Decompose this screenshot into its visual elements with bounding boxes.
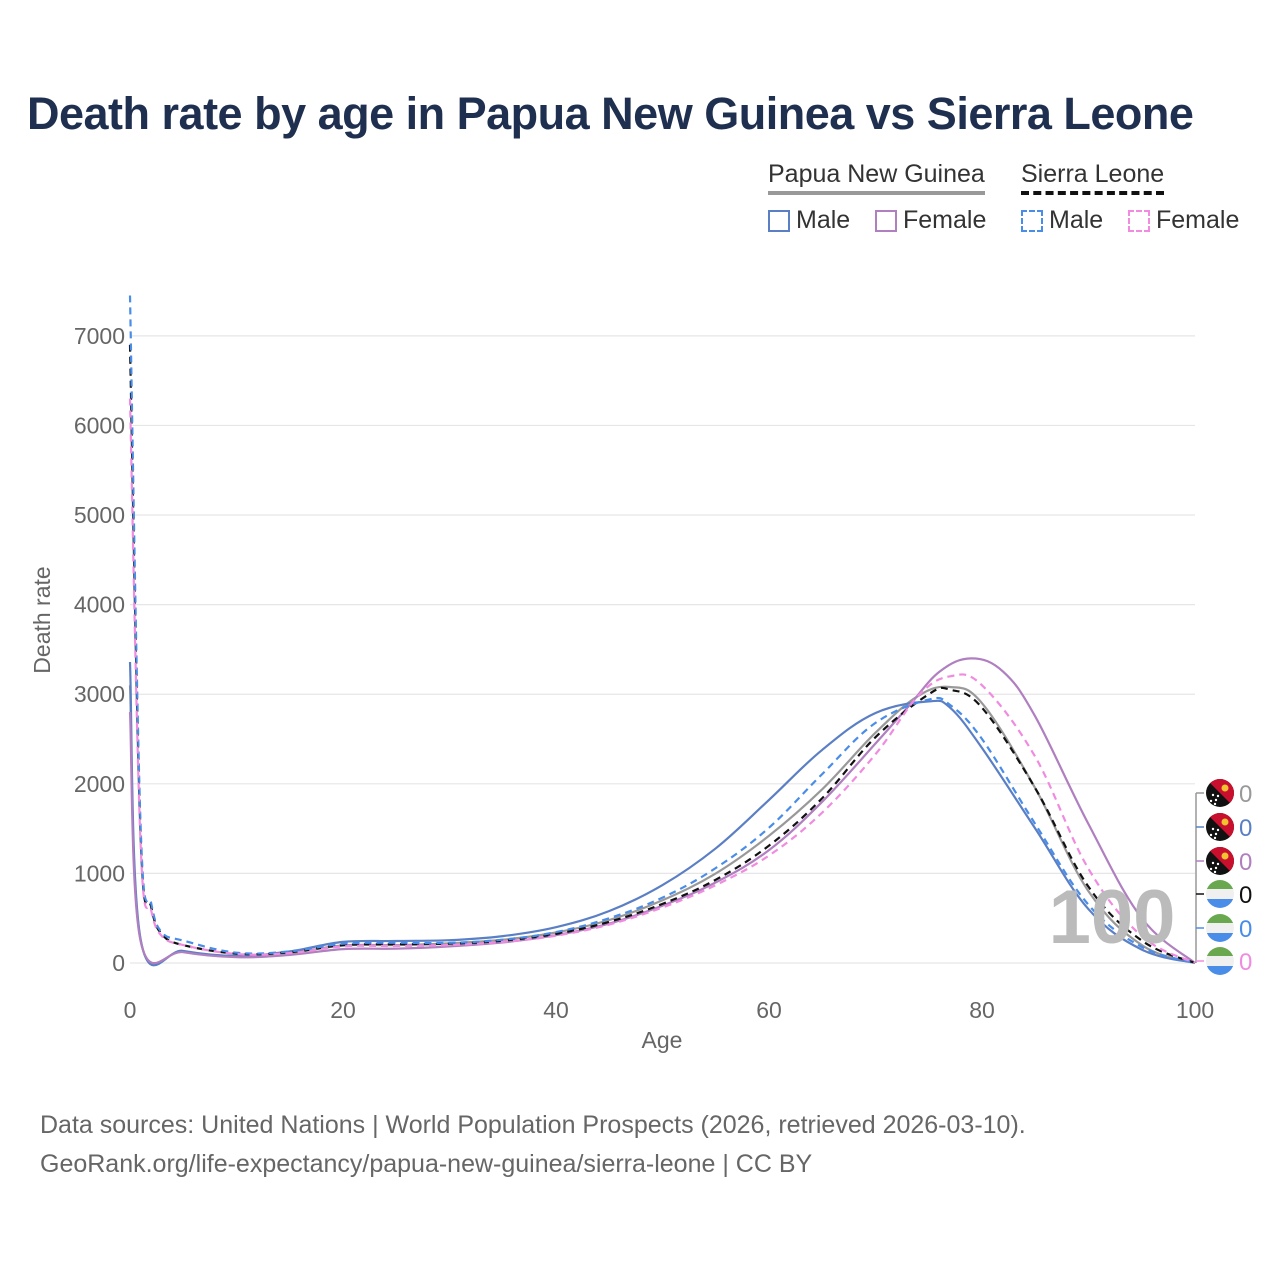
x-tick-label: 100 <box>1176 997 1214 1023</box>
chart-title: Death rate by age in Papua New Guinea vs… <box>27 88 1194 139</box>
legend-swatch <box>768 209 790 232</box>
y-tick-label: 6000 <box>74 412 125 438</box>
end-value-label: 0 <box>1239 916 1252 943</box>
y-tick-label: 3000 <box>74 681 125 707</box>
papua-new-guinea-flag-icon <box>1206 779 1234 807</box>
legend-label: Female <box>903 206 987 234</box>
legend-item-png-female[interactable]: Female <box>875 206 986 235</box>
end-value-label: 0 <box>1239 815 1252 842</box>
papua-new-guinea-flag-icon <box>1206 813 1234 841</box>
end-markers: 0 0 0 0 0 0 <box>1195 779 1252 976</box>
sierra-leone-flag-icon <box>1206 914 1234 942</box>
y-axis-ticks: 0 1000 2000 3000 4000 5000 6000 7000 <box>74 323 125 976</box>
footer: Data sources: United Nations | World Pop… <box>40 1106 1026 1184</box>
x-tick-label: 40 <box>543 997 569 1023</box>
legend-group-sierra-leone[interactable]: Sierra Leone <box>1021 160 1165 195</box>
sierra-leone-flag-icon <box>1206 947 1234 975</box>
x-tick-label: 20 <box>330 997 356 1023</box>
x-tick-label: 0 <box>124 997 137 1023</box>
end-value-label: 0 <box>1239 949 1252 976</box>
y-axis-label: Death rate <box>29 566 55 673</box>
series-line-papua-new-guinea-total[interactable] <box>128 685 1196 966</box>
y-tick-label: 2000 <box>74 771 125 797</box>
legend-item-sle-male[interactable]: Male <box>1021 206 1103 235</box>
series-line-papua-new-guinea-male[interactable] <box>128 661 1196 967</box>
y-tick-label: 7000 <box>74 323 125 349</box>
x-axis-ticks: 0 20 40 60 80 100 <box>124 997 1215 1023</box>
series-line-papua-new-guinea-female[interactable] <box>128 657 1196 965</box>
data-sources: Data sources: United Nations | World Pop… <box>40 1111 1026 1139</box>
x-tick-label: 60 <box>756 997 782 1023</box>
source-link[interactable]: GeoRank.org/life-expectancy/papua-new-gu… <box>40 1150 813 1178</box>
series-line-sierra-leone-female[interactable] <box>128 398 1196 964</box>
legend-group-papua-new-guinea[interactable]: Papua New Guinea <box>768 160 985 195</box>
legend-swatch <box>1021 209 1043 232</box>
end-value-label: 0 <box>1239 781 1252 808</box>
y-tick-label: 5000 <box>74 502 125 528</box>
series-line-sierra-leone-male[interactable] <box>128 295 1196 965</box>
legend-swatch <box>1128 209 1150 232</box>
legend-label: Male <box>796 206 851 234</box>
papua-new-guinea-flag-icon <box>1206 847 1234 875</box>
legend-label: Female <box>1156 206 1240 234</box>
y-tick-label: 1000 <box>74 860 125 886</box>
legend-item-png-male[interactable]: Male <box>768 206 850 235</box>
year-slider-value: 100 <box>1049 875 1176 960</box>
legend-swatch <box>875 209 897 232</box>
y-tick-label: 0 <box>112 950 125 976</box>
x-tick-label: 80 <box>969 997 995 1023</box>
gridlines <box>130 335 1195 964</box>
sierra-leone-flag-icon <box>1206 880 1234 908</box>
legend-label: Male <box>1049 206 1104 234</box>
y-tick-label: 4000 <box>74 592 125 618</box>
x-axis-label: Age <box>642 1027 683 1053</box>
series-lines <box>128 295 1196 967</box>
end-value-label: 0 <box>1239 849 1252 876</box>
legend-item-sle-female[interactable]: Female <box>1128 206 1239 235</box>
series-line-sierra-leone-total[interactable] <box>128 344 1196 965</box>
end-value-label: 0 <box>1239 882 1252 909</box>
